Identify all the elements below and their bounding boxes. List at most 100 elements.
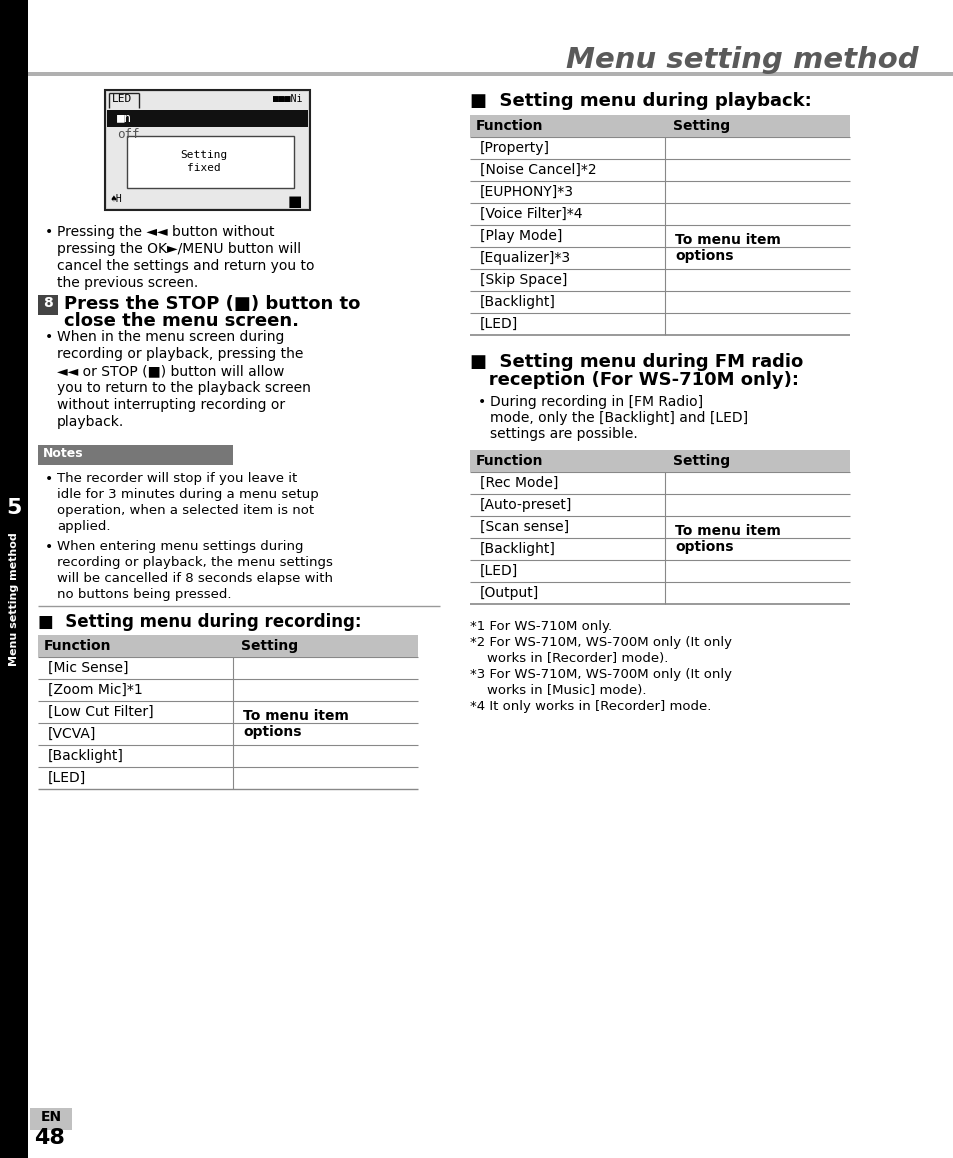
Text: ■  Setting menu during recording:: ■ Setting menu during recording: (38, 613, 361, 631)
Text: [LED]: [LED] (479, 317, 517, 331)
Bar (107, 91, 308, 110)
Text: When in the menu screen during: When in the menu screen during (57, 330, 284, 344)
Text: you to return to the playback screen: you to return to the playback screen (57, 381, 311, 395)
Text: *4 It only works in [Recorder] mode.: *4 It only works in [Recorder] mode. (470, 699, 711, 713)
Bar (38, 635, 417, 657)
Text: ■  Setting menu during FM radio: ■ Setting menu during FM radio (470, 353, 802, 371)
Text: To menu item: To menu item (243, 709, 349, 723)
Text: [Backlight]: [Backlight] (48, 749, 124, 763)
Text: [Backlight]: [Backlight] (479, 295, 556, 309)
Text: Setting: Setting (672, 454, 729, 468)
Text: [LED]: [LED] (479, 564, 517, 578)
Text: ◄◄ or STOP (■) button will allow: ◄◄ or STOP (■) button will allow (57, 364, 284, 378)
Text: [Noise Cancel]*2: [Noise Cancel]*2 (479, 163, 596, 177)
Text: Setting: Setting (180, 151, 228, 160)
Bar (38, 445, 233, 466)
Text: operation, when a selected item is not: operation, when a selected item is not (57, 504, 314, 516)
Text: [Scan sense]: [Scan sense] (479, 520, 569, 534)
Text: reception (For WS-710M only):: reception (For WS-710M only): (470, 371, 799, 389)
Text: Notes: Notes (43, 447, 84, 460)
Text: will be cancelled if 8 seconds elapse with: will be cancelled if 8 seconds elapse wi… (57, 572, 333, 585)
Text: [Backlight]: [Backlight] (479, 542, 556, 556)
Text: [EUPHONY]*3: [EUPHONY]*3 (479, 185, 574, 199)
Text: settings are possible.: settings are possible. (490, 427, 638, 441)
Bar (470, 450, 849, 472)
Text: [VCVA]: [VCVA] (48, 727, 96, 741)
Text: Pressing the ◄◄ button without: Pressing the ◄◄ button without (57, 225, 274, 239)
Bar (28, 72, 953, 76)
Text: [Mic Sense]: [Mic Sense] (48, 661, 129, 675)
Text: recording or playback, pressing the: recording or playback, pressing the (57, 347, 303, 361)
Text: Setting: Setting (241, 639, 297, 653)
Text: pressing the OK►/MENU button will: pressing the OK►/MENU button will (57, 242, 301, 256)
Bar (30, 1108, 71, 1130)
Text: •: • (45, 540, 53, 554)
Text: *3 For WS-710M, WS-700M only (It only: *3 For WS-710M, WS-700M only (It only (470, 668, 731, 681)
Text: 5: 5 (7, 498, 22, 518)
Text: [Property]: [Property] (479, 141, 550, 155)
Text: options: options (675, 249, 733, 263)
Text: The recorder will stop if you leave it: The recorder will stop if you leave it (57, 472, 297, 485)
Bar (107, 91, 308, 208)
Text: [Voice Filter]*4: [Voice Filter]*4 (479, 207, 582, 221)
Text: Function: Function (476, 454, 543, 468)
Text: Function: Function (476, 119, 543, 133)
Text: ■: ■ (287, 195, 302, 208)
Text: [Auto-preset]: [Auto-preset] (479, 498, 572, 512)
Text: LED: LED (112, 94, 132, 104)
Text: Menu setting method: Menu setting method (9, 533, 19, 666)
Text: options: options (675, 540, 733, 554)
Text: Setting: Setting (672, 119, 729, 133)
Text: recording or playback, the menu settings: recording or playback, the menu settings (57, 556, 333, 569)
Text: [Rec Mode]: [Rec Mode] (479, 476, 558, 490)
Text: During recording in [FM Radio]: During recording in [FM Radio] (490, 395, 702, 409)
Text: [Low Cut Filter]: [Low Cut Filter] (48, 705, 153, 719)
Text: applied.: applied. (57, 520, 111, 533)
Text: playback.: playback. (57, 415, 124, 428)
Text: close the menu screen.: close the menu screen. (64, 312, 298, 330)
Text: •: • (477, 395, 486, 409)
Text: mode, only the [Backlight] and [LED]: mode, only the [Backlight] and [LED] (490, 411, 747, 425)
Bar (127, 135, 294, 188)
Text: [Skip Space]: [Skip Space] (479, 273, 567, 287)
Text: ■  Setting menu during playback:: ■ Setting menu during playback: (470, 91, 811, 110)
Bar (38, 295, 58, 315)
Text: ■n: ■n (117, 111, 132, 124)
Bar (0, 478, 28, 558)
Bar (470, 115, 849, 137)
Text: Function: Function (44, 639, 112, 653)
Text: works in [Recorder] mode).: works in [Recorder] mode). (470, 652, 668, 665)
Bar (107, 110, 308, 127)
Text: off: off (117, 129, 139, 141)
Text: idle for 3 minutes during a menu setup: idle for 3 minutes during a menu setup (57, 488, 318, 501)
Text: 8: 8 (43, 296, 52, 310)
Text: When entering menu settings during: When entering menu settings during (57, 540, 303, 554)
Text: no buttons being pressed.: no buttons being pressed. (57, 588, 232, 601)
Text: the previous screen.: the previous screen. (57, 276, 198, 290)
Text: ■■■Ni: ■■■Ni (273, 94, 302, 104)
Text: ♠H: ♠H (110, 195, 122, 204)
Text: To menu item: To menu item (675, 525, 781, 538)
Text: fixed: fixed (187, 163, 221, 173)
Bar (105, 90, 310, 210)
Text: options: options (243, 725, 301, 739)
Text: *1 For WS-710M only.: *1 For WS-710M only. (470, 620, 612, 633)
Text: EN: EN (40, 1111, 62, 1124)
Text: [LED]: [LED] (48, 771, 86, 785)
Text: •: • (45, 225, 53, 239)
Text: To menu item: To menu item (675, 233, 781, 247)
Text: •: • (45, 472, 53, 486)
Text: without interrupting recording or: without interrupting recording or (57, 398, 285, 412)
Text: [Play Mode]: [Play Mode] (479, 229, 561, 243)
Bar (0, 0, 28, 1158)
Text: Press the STOP (■) button to: Press the STOP (■) button to (64, 295, 360, 313)
Text: [Equalizer]*3: [Equalizer]*3 (479, 251, 571, 265)
Text: •: • (45, 330, 53, 344)
Text: *2 For WS-710M, WS-700M only (It only: *2 For WS-710M, WS-700M only (It only (470, 636, 731, 648)
Text: Menu setting method: Menu setting method (566, 46, 918, 74)
Text: [Zoom Mic]*1: [Zoom Mic]*1 (48, 683, 143, 697)
Text: works in [Music] mode).: works in [Music] mode). (470, 684, 646, 697)
Text: 48: 48 (34, 1128, 66, 1148)
Text: [Output]: [Output] (479, 586, 538, 600)
Text: cancel the settings and return you to: cancel the settings and return you to (57, 259, 314, 273)
